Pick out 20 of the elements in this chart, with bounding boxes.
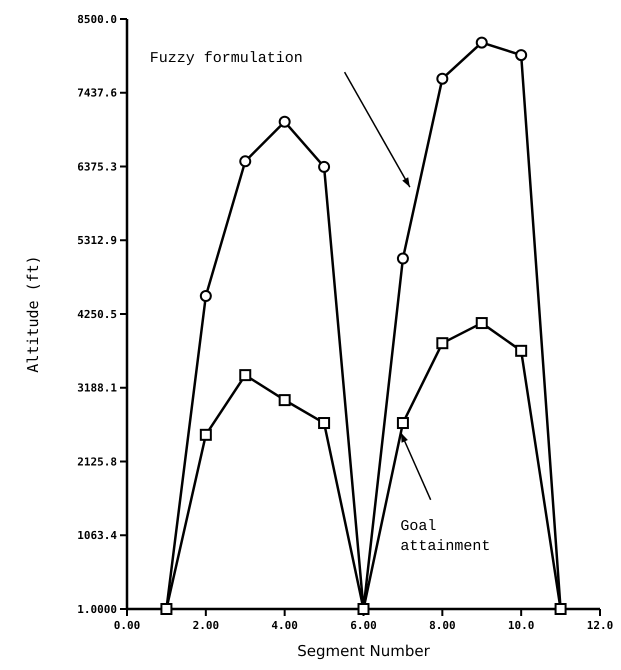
x-tick-label: 8.00 (429, 619, 456, 632)
annotation: Goal attainment (400, 518, 490, 555)
x-tick-label: 10.0 (508, 619, 534, 632)
annotation: Fuzzy formulation (150, 50, 303, 68)
y-tick-label: 7437.6 (77, 86, 118, 100)
y-tick-label: 5312.9 (77, 234, 117, 248)
y-axis-title: Altitude (ft) (24, 255, 42, 373)
x-tick-label: 6.00 (350, 619, 377, 632)
y-tick-label: 1.0000 (77, 602, 117, 616)
x-tick-label: 2.00 (192, 619, 220, 632)
x-tick-label: 12.0 (586, 619, 614, 632)
y-tick-label: 8500.0 (77, 12, 117, 26)
y-tick-label: 2125.8 (77, 455, 117, 468)
x-tick-label: 4.00 (271, 619, 298, 632)
y-tick-label: 4250.5 (77, 308, 117, 321)
y-tick-label: 3188.1 (77, 382, 118, 395)
y-tick-label: 6375.3 (77, 160, 117, 174)
x-tick-label: 0.00 (114, 619, 140, 632)
y-tick-label: 1063.4 (77, 529, 118, 542)
x-axis-title: Segment Number (297, 642, 431, 660)
